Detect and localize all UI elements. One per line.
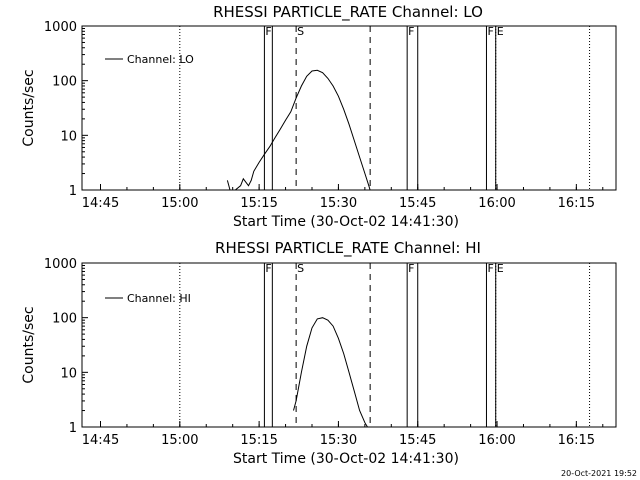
x-tick-label-lo: 16:15 <box>558 196 595 211</box>
x-tick-label-hi: 16:15 <box>558 433 595 448</box>
chart-title-hi: RHESSI PARTICLE_RATE Channel: HI <box>215 239 481 258</box>
x-tick-label-lo: 15:15 <box>240 196 277 211</box>
legend-label-hi: Channel: HI <box>127 292 191 305</box>
plot-frame-hi <box>81 262 617 428</box>
marker-label-lo: F <box>265 25 271 38</box>
y-axis-label-lo: Counts/sec <box>21 69 37 146</box>
x-tick-label-hi: 15:45 <box>399 433 436 448</box>
y-tick-label-lo: 100 <box>52 75 77 90</box>
x-tick-label-lo: 15:00 <box>161 196 198 211</box>
y-tick-label-lo: 1 <box>69 184 77 199</box>
y-tick-label-hi: 100 <box>52 312 77 327</box>
y-tick-label-lo: 1000 <box>44 20 77 35</box>
y-tick-label-lo: 10 <box>60 129 77 144</box>
x-tick-label-lo: 15:30 <box>320 196 357 211</box>
chart-panel-lo: RHESSI PARTICLE_RATE Channel: LO Start T… <box>21 3 617 230</box>
marker-label-hi: E <box>497 262 504 275</box>
marker-label-hi: F <box>265 262 271 275</box>
x-tick-label-hi: 15:30 <box>320 433 357 448</box>
x-axis-label-lo: Start Time (30-Oct-02 14:41:30) <box>233 214 459 230</box>
x-tick-label-lo: 15:45 <box>399 196 436 211</box>
marker-label-lo: S <box>297 25 304 38</box>
x-tick-label-hi: 16:00 <box>478 433 515 448</box>
x-tick-label-lo: 14:45 <box>82 196 119 211</box>
x-tick-label-hi: 14:45 <box>82 433 119 448</box>
x-tick-label-lo: 16:00 <box>478 196 515 211</box>
legend-label-lo: Channel: LO <box>127 53 194 66</box>
plot-content-lo: 14:45 15:00 15:15 15:30 15:45 16:00 16:15 1 10 10… <box>44 20 604 211</box>
marker-label-hi: F <box>487 262 493 275</box>
plot-content-hi: 14:45 15:00 15:15 15:30 15:45 16:00 16:15 1 10 10… <box>44 257 604 448</box>
plot-frame-lo <box>81 25 617 191</box>
marker-label-hi: S <box>297 262 304 275</box>
chart-panel-hi: RHESSI PARTICLE_RATE Channel: HI Start T… <box>21 239 617 467</box>
timestamp: 20-Oct-2021 19:52 <box>561 469 637 478</box>
x-tick-label-hi: 15:15 <box>240 433 277 448</box>
chart-title-lo: RHESSI PARTICLE_RATE Channel: LO <box>213 3 483 22</box>
series-line-hi <box>293 317 368 428</box>
series-line-lo <box>226 69 371 191</box>
y-tick-label-hi: 1 <box>69 421 77 436</box>
marker-label-lo: F <box>408 25 414 38</box>
x-tick-label-hi: 15:00 <box>161 433 198 448</box>
y-axis-label-hi: Counts/sec <box>21 306 37 383</box>
marker-label-lo: F <box>487 25 493 38</box>
y-tick-label-hi: 10 <box>60 366 77 381</box>
marker-label-lo: E <box>497 25 504 38</box>
x-axis-label-hi: Start Time (30-Oct-02 14:41:30) <box>233 451 459 467</box>
marker-label-hi: F <box>408 262 414 275</box>
y-tick-label-hi: 1000 <box>44 257 77 272</box>
